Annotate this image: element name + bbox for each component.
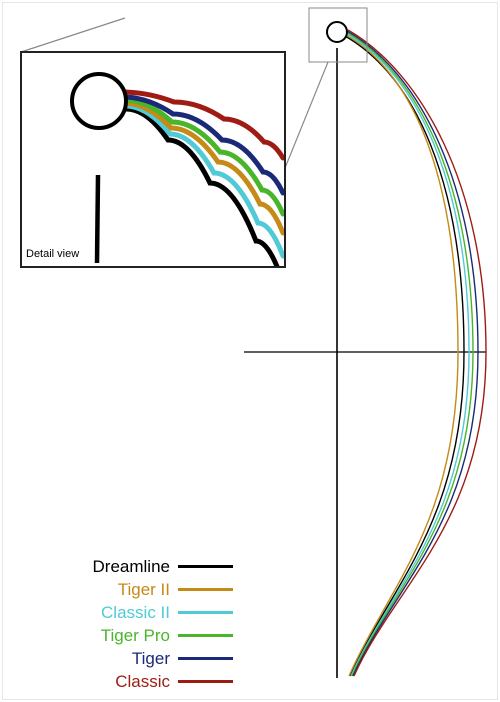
legend-swatch	[178, 588, 233, 591]
legend-label: Tiger	[60, 649, 178, 669]
legend-label: Classic II	[60, 603, 178, 623]
legend-swatch	[178, 634, 233, 637]
legend: Dreamline Tiger II Classic II Tiger Pro Tige…	[60, 555, 233, 693]
legend-swatch	[178, 657, 233, 660]
legend-label: Classic	[60, 672, 178, 692]
legend-label: Tiger II	[60, 580, 178, 600]
legend-row: Classic	[60, 670, 233, 693]
legend-row: Tiger Pro	[60, 624, 233, 647]
legend-row: Tiger	[60, 647, 233, 670]
legend-label: Dreamline	[60, 557, 178, 577]
legend-row: Dreamline	[60, 555, 233, 578]
detail-caption: Detail view	[26, 248, 79, 260]
legend-swatch	[178, 680, 233, 683]
legend-swatch	[178, 611, 233, 614]
legend-swatch	[178, 565, 233, 568]
legend-row: Classic II	[60, 601, 233, 624]
legend-label: Tiger Pro	[60, 626, 178, 646]
legend-row: Tiger II	[60, 578, 233, 601]
